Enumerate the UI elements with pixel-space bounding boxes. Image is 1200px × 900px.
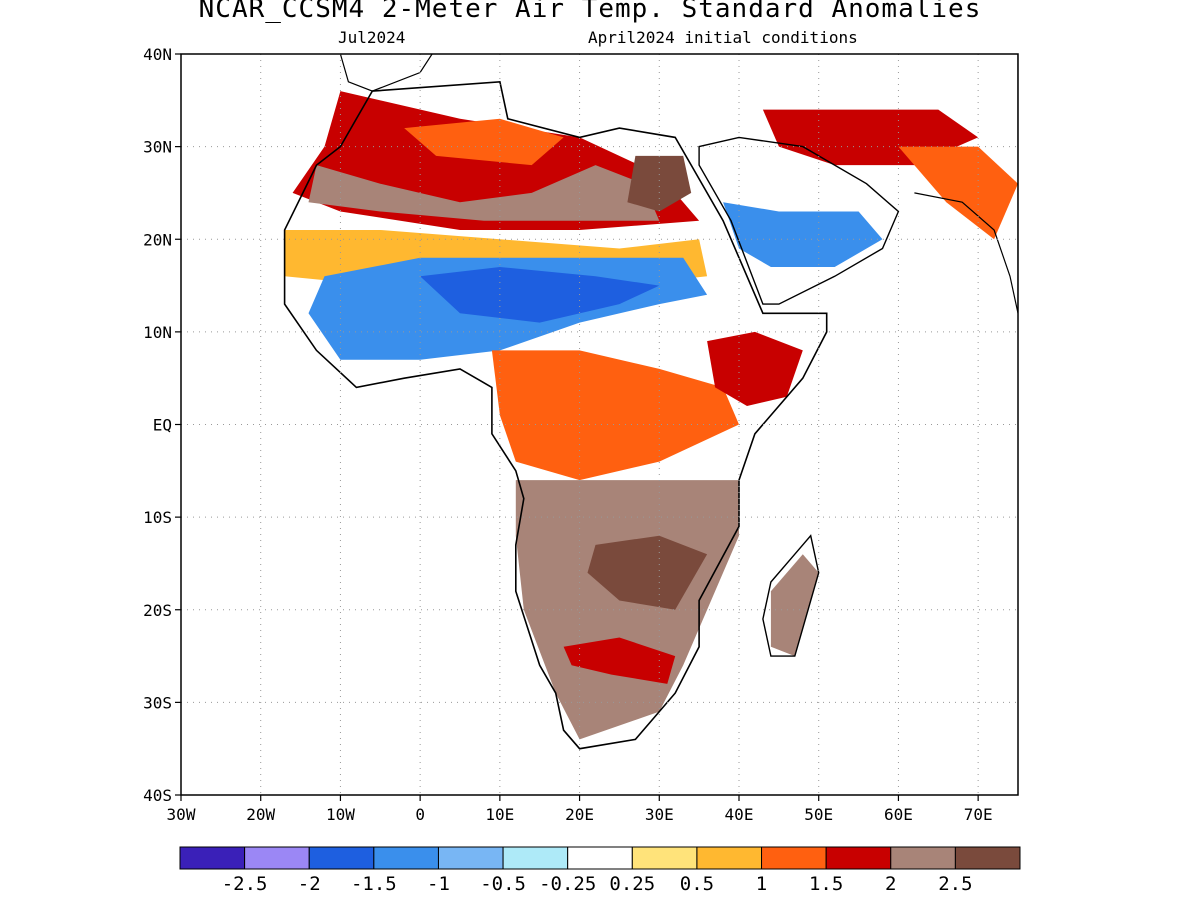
- lon-tick-label: 30E: [645, 805, 674, 824]
- lon-tick-label: 60E: [884, 805, 913, 824]
- anomaly-region-central-africa-warm: [491, 350, 739, 481]
- lon-tick-label: 40E: [725, 805, 754, 824]
- map-title: NCAR_CCSM4 2-Meter Air Temp. Standard An…: [198, 0, 982, 24]
- lon-tick-label: 70E: [964, 805, 993, 824]
- colorbar-label: 1: [756, 873, 767, 895]
- colorbar-label: 0.25: [609, 873, 655, 895]
- arabia-coastline: [698, 136, 900, 305]
- colorbar-label: -2: [298, 873, 321, 895]
- lat-tick-label: 40S: [143, 786, 172, 805]
- colorbar-swatch: [631, 846, 698, 870]
- anomaly-region-madagascar-warm: [770, 554, 819, 657]
- lat-tick-label: 10N: [143, 323, 172, 342]
- lon-tick-label: 0: [415, 805, 425, 824]
- lon-tick-label: 20E: [565, 805, 594, 824]
- colorbar-swatch: [373, 846, 439, 870]
- lon-tick-label: 20W: [246, 805, 275, 824]
- anomaly-region-sahara-core: [308, 165, 660, 221]
- anomaly-region-southern-africa: [515, 480, 739, 740]
- colorbar-label: 1.5: [809, 873, 843, 895]
- anomaly-region-east-horn-warm: [707, 331, 803, 406]
- coastlines: [283, 54, 1018, 750]
- lon-tick-label: 50E: [804, 805, 833, 824]
- lon-tick-label: 10E: [485, 805, 514, 824]
- colorbar-legend: -2.5 -2 -1.5 -1 -0.5 -0.25 0.25 0.5 1 1.5 2 2.5: [179, 846, 1021, 895]
- anomaly-region-sahel-cool-core: [420, 267, 660, 323]
- anomaly-region-sahara-dark: [627, 155, 692, 212]
- lat-tick-label: 40N: [143, 45, 172, 64]
- colorbar-label: -2.5: [222, 873, 268, 895]
- colorbar-swatch: [696, 846, 763, 870]
- colorbar-swatch: [179, 846, 246, 870]
- anomaly-region-southern-africa-dark: [587, 535, 708, 610]
- colorbar-label: 2.5: [938, 873, 972, 895]
- lon-tick-label: 30W: [167, 805, 196, 824]
- anomaly-region-southern-africa-red: [563, 637, 676, 684]
- lon-tick-label: 10W: [326, 805, 355, 824]
- madagascar-coastline: [762, 534, 820, 657]
- colorbar-label: -0.5: [480, 873, 526, 895]
- colorbar-label: -1: [427, 873, 450, 895]
- india-coastline: [914, 54, 1018, 314]
- colorbar-swatch: [761, 846, 827, 870]
- colorbar-label: -0.25: [539, 873, 596, 895]
- colorbar-swatch: [567, 846, 633, 870]
- initial-conditions-label: April2024 initial conditions: [588, 28, 858, 47]
- colorbar-label: 0.5: [680, 873, 714, 895]
- lat-tick-label: 10S: [143, 508, 172, 527]
- colorbar-swatch: [825, 846, 892, 870]
- colorbar-swatch: [437, 846, 504, 870]
- forecast-month-label: Jul2024: [338, 28, 406, 47]
- anomaly-region-arabia-cool: [723, 202, 883, 267]
- colorbar-label: 2: [885, 873, 896, 895]
- colorbar-swatch: [502, 846, 569, 870]
- anomaly-region-sahara-orange: [404, 118, 564, 166]
- lat-tick-label: 20N: [143, 230, 172, 249]
- africa-coastline: [283, 80, 828, 750]
- lat-tick-label: 30S: [143, 693, 172, 712]
- lat-tick-label: EQ: [153, 416, 172, 435]
- anomaly-region-iran-warm: [898, 146, 1018, 240]
- europe-coastline: [339, 54, 433, 92]
- colorbar-swatch: [308, 846, 375, 870]
- lat-tick-label: 30N: [143, 138, 172, 157]
- colorbar-label: -1.5: [351, 873, 397, 895]
- anomaly-shading: [284, 91, 1018, 740]
- lat-tick-label: 20S: [143, 601, 172, 620]
- colorbar-swatch: [954, 846, 1021, 870]
- colorbar-swatch: [890, 846, 956, 870]
- map-axes: 30W 20W 10W 0 10E 20E 30E 40E 50E 60E 70E 40N 30N 20N…: [143, 45, 993, 824]
- colorbar-swatch: [244, 846, 310, 870]
